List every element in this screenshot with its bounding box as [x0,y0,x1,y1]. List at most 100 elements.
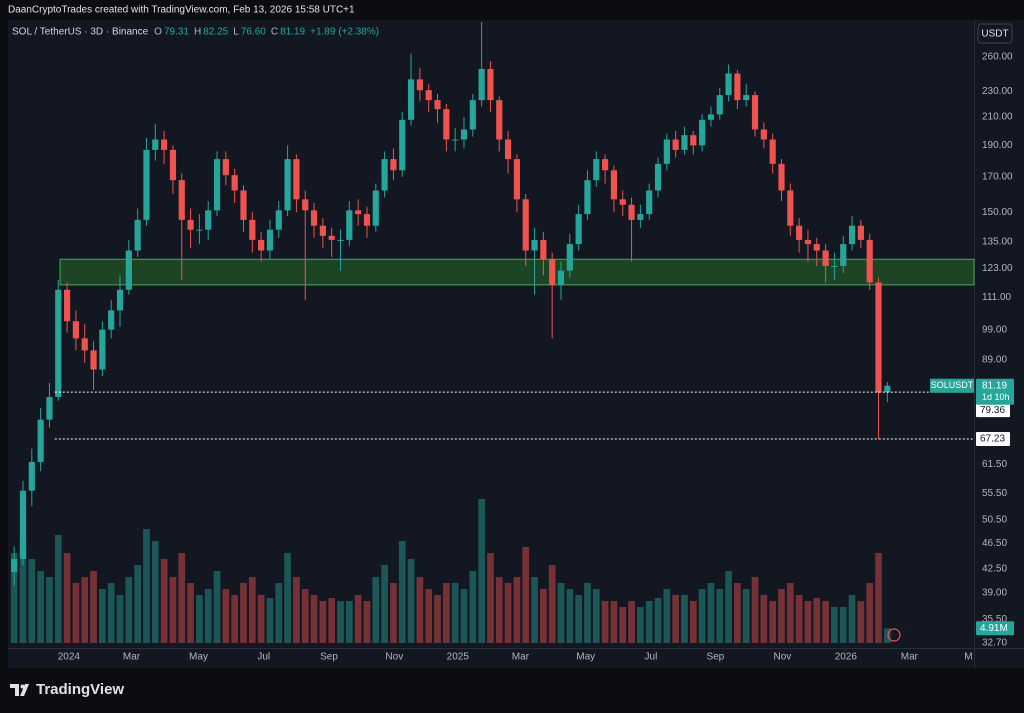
candle-body [337,239,344,241]
candle-body [72,321,79,339]
volume-bar [72,583,80,643]
y-tick-label: 42.50 [982,563,1007,574]
volume-bar [19,541,27,643]
volume-bar [769,601,777,643]
candle-body [81,338,88,351]
volume-bar [301,589,309,643]
volume-bar [257,595,265,643]
volume-bar [442,583,450,643]
volume-bar [160,559,168,643]
y-tick-label: 39.00 [982,588,1007,599]
y-tick-label: 50.50 [982,515,1007,526]
candle-body [407,79,415,120]
candle-body [487,68,494,101]
symbol-tag [930,378,974,393]
volume-bar [857,601,865,643]
candle-body [249,219,256,240]
legend-value: 81.19 [280,27,305,38]
y-tick-label: 123.00 [982,263,1013,274]
y-tick-label: 210.00 [982,112,1013,123]
volume-bar [734,583,741,643]
candle-body [275,210,282,230]
volume-bar [372,577,380,643]
logo: TradingView [10,681,124,698]
candle-body [152,139,159,150]
candle-body [513,159,520,200]
candle-body [831,266,838,268]
candle-body [161,139,168,150]
volume-bar [337,601,344,643]
volume-bar [681,595,688,643]
x-tick-label: Jul [257,652,270,663]
volume-bar [645,601,653,643]
volume-bar [813,598,821,643]
candle-body [672,139,679,150]
volume-bar [425,589,433,643]
candle-body [778,163,785,191]
candle-body [302,199,309,211]
volume-bar [540,589,547,643]
candle-body [540,239,547,260]
candle-body [804,239,812,245]
x-tick-label: Nov [385,652,403,663]
volume-bar [716,589,724,643]
candle-body [743,95,750,101]
volume-bar [557,583,565,643]
currency-button[interactable] [977,23,1013,44]
x-tick-label: M [964,652,972,663]
candle-body [258,239,265,251]
candle-body [46,397,53,420]
candle-body [346,210,353,240]
volume-bar [63,553,71,643]
candle-body [557,270,565,285]
last-price-tag [976,378,1014,405]
volume-bar [883,628,891,643]
candle-body [707,114,715,120]
volume-bar [187,583,194,643]
last-price-label: 81.19 [982,380,1007,391]
volume-bar [240,583,247,643]
candle-body [628,204,635,220]
volume-bar [469,571,477,643]
volume-bar [487,553,494,643]
volume-bar [592,589,600,643]
volume-bar [345,601,353,643]
header-text: DaanCryptoTrades created with TradingVie… [8,5,355,16]
x-tick-label: Sep [706,652,724,663]
x-tick-label: 2025 [447,652,470,663]
volume-bar [831,607,838,643]
candle-body [55,289,62,398]
currency-label[interactable]: USDT [981,29,1008,40]
x-tick-label: Nov [773,652,791,663]
candle-body [549,259,556,285]
candle-body [355,210,362,215]
candle-body [504,139,512,160]
candle-body [690,135,697,146]
legend-key: H [194,27,201,38]
candle-body [231,175,238,191]
candle-body [240,190,247,220]
y-tick-label: 135.00 [982,237,1013,248]
candle-body [196,229,203,231]
volume-bar [760,595,768,643]
y-tick-label: 35.50 [982,614,1007,625]
legend-symbol: SOL / TetherUS · 3D · Binance [12,27,149,38]
volume-bar [751,577,759,643]
volume-bar [531,577,538,643]
candle-body [205,210,212,230]
legend-value: 76.60 [241,27,266,38]
volume-bar [116,595,124,643]
volume-bar [707,583,715,643]
y-tick-label: 32.70 [982,637,1007,648]
y-tick-label: 230.00 [982,86,1013,97]
candle-body [434,100,441,110]
x-tick-label: May [576,652,595,663]
candle-body [469,100,476,130]
volume-bar [416,577,424,643]
alert-icon [887,628,901,642]
volume-bar [478,499,485,643]
support-zone [59,258,975,286]
candle-body [134,219,141,251]
candle-body [443,109,450,140]
logo-dot [20,684,25,689]
